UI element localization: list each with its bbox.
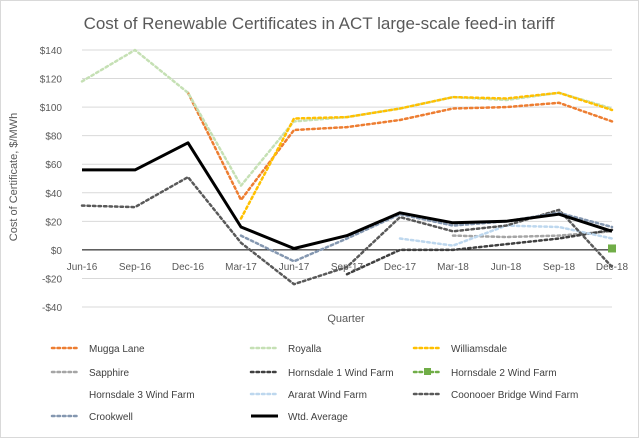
legend-item-hornsdale-2-wind-farm: Hornsdale 2 Wind Farm: [412, 368, 557, 379]
legend-label: Coonooer Bridge Wind Farm: [451, 390, 578, 401]
x-tick-label: Jun-18: [491, 262, 522, 273]
y-axis-label: Cost of Certificate, $/MWh: [8, 113, 20, 241]
y-tick-label: $20: [45, 217, 62, 228]
y-tick-label: $40: [45, 189, 62, 200]
y-tick-label: $120: [40, 75, 63, 86]
legend-label: Ararat Wind Farm: [288, 390, 367, 401]
legend-label: Hornsdale 1 Wind Farm: [288, 368, 394, 379]
chart-title: Cost of Renewable Certificates in ACT la…: [84, 14, 555, 33]
y-tick-label: -$40: [42, 303, 62, 314]
legend-label: Mugga Lane: [89, 344, 145, 355]
legend-label: Hornsdale 2 Wind Farm: [451, 368, 557, 379]
y-tick-label: $100: [40, 103, 63, 114]
y-axis-ticks: -$40 -$20 $0 $20 $40 $60 $80 $100 $120 $140: [40, 46, 63, 314]
legend-item-royalla: Royalla: [249, 344, 322, 355]
y-tick-label: $140: [40, 46, 63, 57]
legend-item-wtd-average: Wtd. Average: [251, 412, 348, 423]
x-tick-label: Sep-16: [119, 262, 152, 273]
legend-item-hornsdale-1-wind-farm: Hornsdale 1 Wind Farm: [249, 368, 394, 379]
x-tick-label: Dec-18: [596, 262, 629, 273]
x-axis-ticks: Jun-16 Sep-16 Dec-16 Mar-17 Jun-17 Sep-17 Dec-…: [67, 262, 629, 273]
y-tick-label: $80: [45, 132, 62, 143]
legend-label: Wtd. Average: [288, 412, 348, 423]
y-tick-label: $0: [51, 246, 63, 257]
legend-item-crookwell: Crookwell: [50, 412, 133, 423]
y-tick-label: -$20: [42, 274, 62, 285]
legend-item-hornsdale-3-wind-farm: Hornsdale 3 Wind Farm: [50, 390, 195, 401]
series-line-williamsdale: [239, 91, 614, 220]
legend-item-mugga-lane: Mugga Lane: [50, 344, 145, 355]
y-tick-label: $60: [45, 160, 62, 171]
legend-label: Crookwell: [89, 412, 133, 423]
x-tick-label: Dec-16: [172, 262, 205, 273]
legend-label: Hornsdale 3 Wind Farm: [89, 390, 195, 401]
x-tick-label: Sep-17: [331, 262, 364, 273]
x-tick-label: Dec-17: [384, 262, 417, 273]
series-lines: [80, 48, 616, 286]
x-tick-label: Sep-18: [543, 262, 576, 273]
x-tick-label: Jun-17: [279, 262, 310, 273]
series-marker-hornsdale-2-wind-farm: [608, 244, 616, 253]
legend-item-ararat-wind-farm: Ararat Wind Farm: [249, 390, 367, 401]
series-line-hornsdale-1-wind-farm: [345, 228, 614, 276]
x-tick-label: Mar-17: [225, 262, 257, 273]
x-tick-label: Jun-16: [67, 262, 98, 273]
legend-item-coonooer-bridge-wind-farm: Coonooer Bridge Wind Farm: [412, 390, 578, 401]
x-tick-label: Mar-18: [437, 262, 469, 273]
legend-marker: [424, 368, 431, 375]
legend-label: Williamsdale: [451, 344, 508, 355]
legend-label: Sapphire: [89, 368, 129, 379]
legend-item-sapphire: Sapphire: [50, 368, 129, 379]
legend: Mugga Lane Royalla Williamsdale Sapphire Hor…: [50, 344, 578, 423]
x-axis-label: Quarter: [327, 313, 365, 325]
series-line-wtd-average: [82, 141, 613, 250]
legend-item-williamsdale: Williamsdale: [412, 344, 508, 355]
legend-label: Royalla: [288, 344, 322, 355]
series-line-mugga-lane: [186, 91, 614, 202]
series-line-crookwell: [239, 211, 614, 263]
